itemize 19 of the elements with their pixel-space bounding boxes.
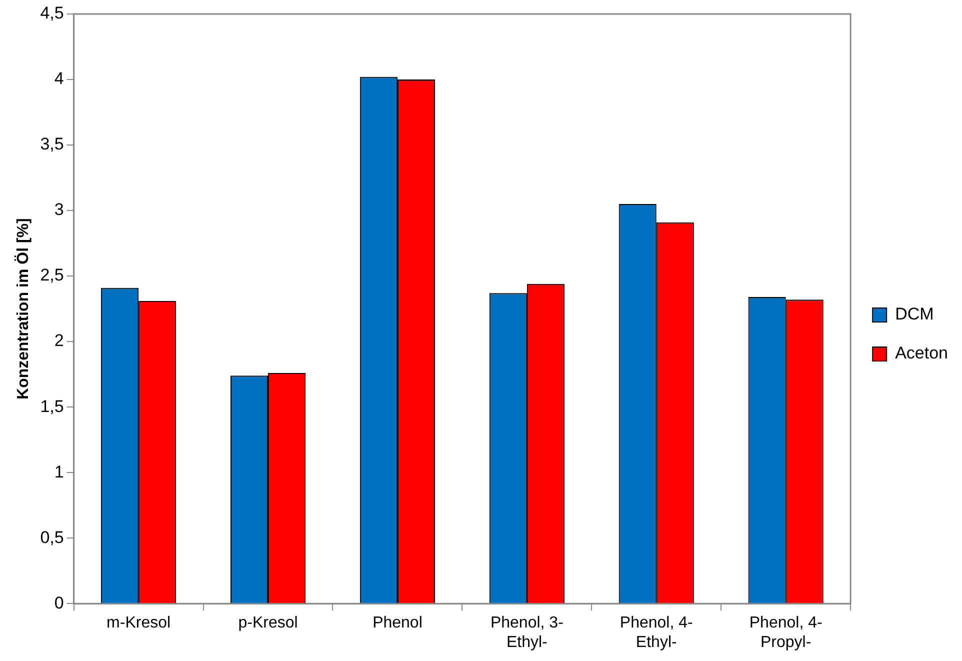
x-tick-label: Phenol: [372, 614, 422, 632]
y-tick-label: 4,5: [40, 4, 64, 23]
y-tick-label: 1,5: [40, 396, 64, 416]
legend-label: Aceton: [895, 344, 948, 363]
legend-label: DCM: [895, 304, 934, 324]
y-tick-label: 2,5: [40, 266, 64, 285]
x-tick-label: Phenol, 4-Ethyl-: [620, 614, 693, 651]
x-tick-label: Phenol, 3-Ethyl-: [490, 614, 564, 651]
y-tick-label: 1: [54, 462, 64, 482]
y-tick-label: 3: [54, 200, 64, 220]
y-tick-label: 2: [54, 331, 64, 350]
y-tick-label: 3,5: [40, 134, 64, 154]
y-axis-title: Konzentration im Öl [%]: [14, 218, 32, 400]
x-tick-label: m-Kresol: [106, 614, 171, 632]
y-tick-label: 0,5: [40, 528, 64, 547]
x-tick-label: p-Kresol: [238, 614, 298, 632]
y-tick-label: 0: [54, 593, 64, 612]
y-tick-label: 4: [54, 69, 64, 88]
x-tick-label: Phenol, 4-Propyl-: [749, 614, 822, 651]
